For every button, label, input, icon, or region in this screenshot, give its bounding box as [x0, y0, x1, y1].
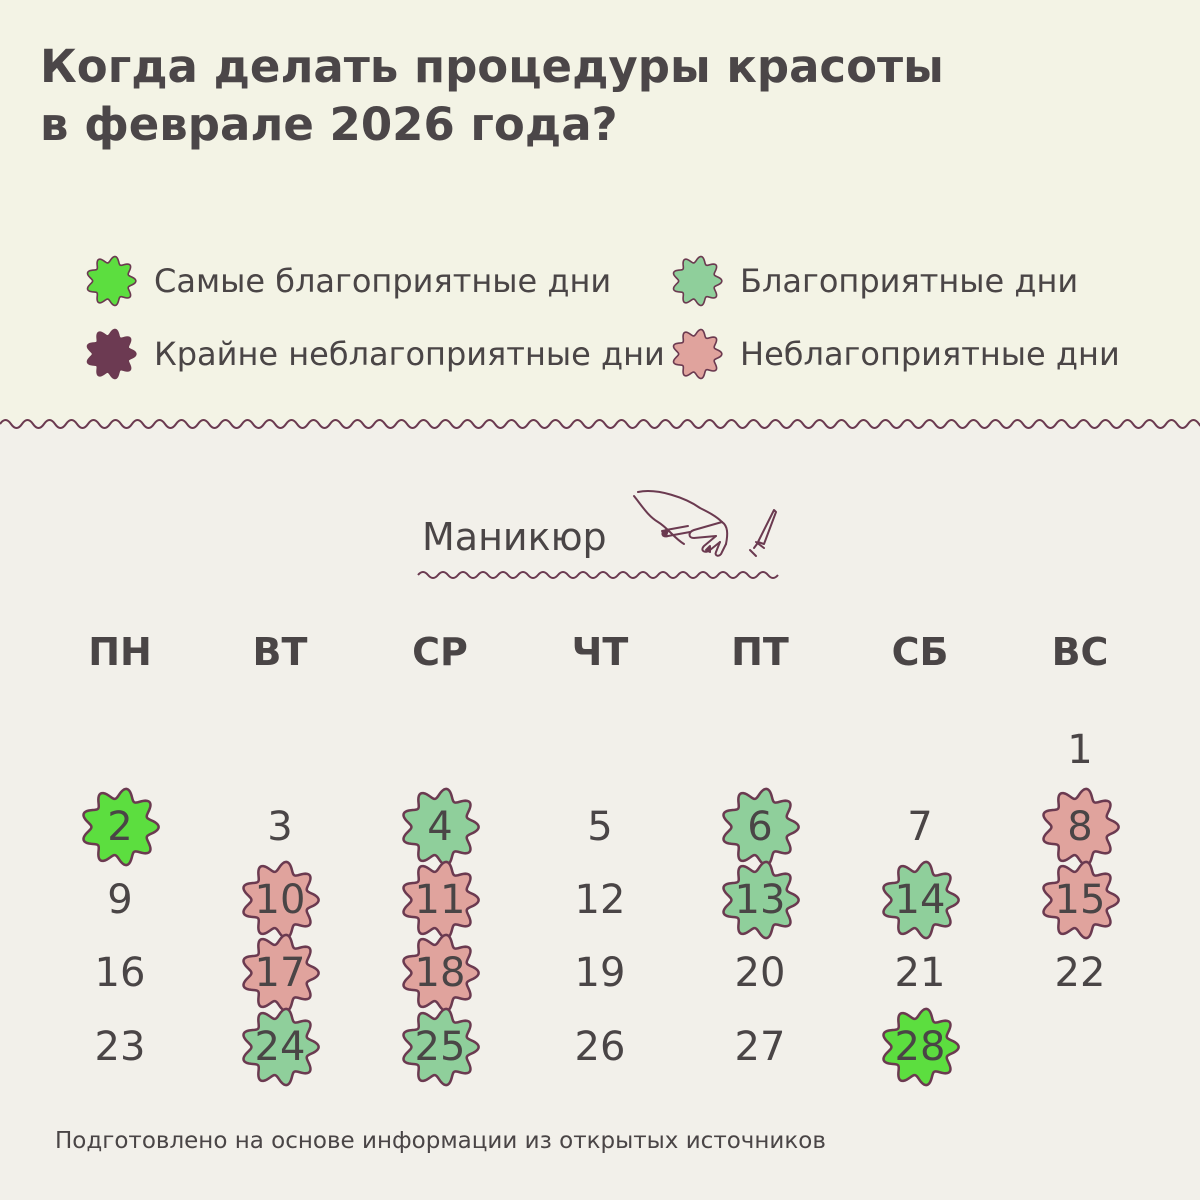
- day-number: 22: [1054, 950, 1106, 996]
- calendar-day: 15: [1038, 858, 1122, 942]
- weekday-label: СР: [412, 630, 468, 674]
- day-number: 15: [1054, 877, 1106, 923]
- day-number: 7: [907, 804, 933, 850]
- calendar-day: 4: [398, 785, 482, 869]
- legend-label: Благоприятные дни: [740, 262, 1079, 300]
- calendar-day: 7: [878, 785, 962, 869]
- flower-badge-icon: [86, 255, 137, 307]
- day-number: 9: [107, 877, 133, 923]
- page-title-line1: Когда делать процедуры красоты: [40, 40, 944, 93]
- legend-label: Самые благоприятные дни: [154, 262, 612, 300]
- calendar-day: 17: [238, 931, 322, 1015]
- calendar-day: 21: [878, 931, 962, 1015]
- calendar-day: 14: [878, 858, 962, 942]
- flower-badge-icon: [882, 1007, 960, 1087]
- day-number: 20: [734, 950, 786, 996]
- day-number: 25: [414, 1024, 466, 1070]
- day-number: 26: [574, 1024, 626, 1070]
- weekday-label: ПТ: [731, 630, 789, 674]
- calendar-day: 24: [238, 1005, 322, 1089]
- flower-badge-icon: [242, 933, 320, 1013]
- day-number: 14: [894, 877, 946, 923]
- section-underline: [417, 571, 779, 579]
- weekday-label: ВТ: [252, 630, 308, 674]
- calendar-day: 12: [558, 858, 642, 942]
- legend-label: Крайне неблагоприятные дни: [154, 335, 665, 373]
- calendar-day: 19: [558, 931, 642, 1015]
- weekday-label: ЧТ: [571, 630, 629, 674]
- calendar-day: 20: [718, 931, 802, 1015]
- day-number: 1: [1067, 727, 1093, 773]
- flower-badge-icon: [86, 328, 137, 380]
- day-number: 12: [574, 877, 626, 923]
- calendar-day: 8: [1038, 785, 1122, 869]
- legend-item-bad: Неблагоприятные дни: [670, 326, 1120, 382]
- calendar-day: 5: [558, 785, 642, 869]
- page-title: Когда делать процедуры красоты в феврале…: [40, 38, 1160, 154]
- calendar-day: 28: [878, 1005, 962, 1089]
- calendar-day: 26: [558, 1005, 642, 1089]
- day-number: 5: [587, 804, 613, 850]
- calendar-day: 16: [78, 931, 162, 1015]
- flower-badge-icon: [242, 860, 320, 940]
- section-title: Маникюр: [422, 515, 607, 559]
- flower-badge-icon: [882, 860, 960, 940]
- day-number: 16: [94, 950, 146, 996]
- flower-badge-icon: [722, 860, 800, 940]
- legend-item-good: Благоприятные дни: [670, 253, 1078, 309]
- calendar-day: 3: [238, 785, 322, 869]
- source-note: Подготовлено на основе информации из отк…: [55, 1128, 826, 1154]
- day-number: 6: [747, 804, 773, 850]
- calendar-day: 27: [718, 1005, 802, 1089]
- flower-badge-icon: [722, 787, 800, 867]
- day-number: 10: [254, 877, 306, 923]
- calendar-day: 11: [398, 858, 482, 942]
- header-area: [0, 0, 1200, 424]
- day-number: 21: [894, 950, 946, 996]
- calendar-area: [0, 424, 1200, 1200]
- calendar-day: 6: [718, 785, 802, 869]
- flower-badge-icon: [672, 328, 723, 380]
- calendar-day: 22: [1038, 931, 1122, 1015]
- flower-badge-icon: [402, 933, 480, 1013]
- flower-badge-icon: [82, 787, 160, 867]
- calendar-day: 25: [398, 1005, 482, 1089]
- day-number: 17: [254, 950, 306, 996]
- weekday-label: СБ: [891, 630, 949, 674]
- day-number: 4: [427, 804, 453, 850]
- calendar-day: 9: [78, 858, 162, 942]
- day-number: 13: [734, 877, 786, 923]
- flower-badge-icon: [242, 1007, 320, 1087]
- calendar-day: 2: [78, 785, 162, 869]
- flower-badge-icon: [1042, 787, 1120, 867]
- legend-item-best: Самые благоприятные дни: [84, 253, 611, 309]
- flower-badge-icon: [672, 255, 723, 307]
- calendar-day: 10: [238, 858, 322, 942]
- calendar-day: 1: [1038, 708, 1122, 792]
- calendar-day: 13: [718, 858, 802, 942]
- legend-item-worst: Крайне неблагоприятные дни: [84, 326, 665, 382]
- day-number: 8: [1067, 804, 1093, 850]
- manicure-hand-icon: [633, 490, 777, 557]
- day-number: 11: [414, 877, 466, 923]
- day-number: 18: [414, 950, 466, 996]
- day-number: 3: [267, 804, 293, 850]
- flower-badge-icon: [402, 787, 480, 867]
- calendar-day: 18: [398, 931, 482, 1015]
- day-number: 27: [734, 1024, 786, 1070]
- calendar-day: 23: [78, 1005, 162, 1089]
- weekday-label: ПН: [88, 630, 152, 674]
- page-title-line2: в феврале 2026 года?: [40, 98, 618, 151]
- flower-badge-icon: [402, 1007, 480, 1087]
- day-number: 2: [107, 804, 133, 850]
- wavy-divider: [0, 419, 1200, 429]
- flower-badge-icon: [1042, 860, 1120, 940]
- legend-label: Неблагоприятные дни: [740, 335, 1120, 373]
- day-number: 19: [574, 950, 626, 996]
- day-number: 24: [254, 1024, 306, 1070]
- weekday-label: ВС: [1051, 630, 1109, 674]
- day-number: 23: [94, 1024, 146, 1070]
- flower-badge-icon: [402, 860, 480, 940]
- day-number: 28: [894, 1024, 946, 1070]
